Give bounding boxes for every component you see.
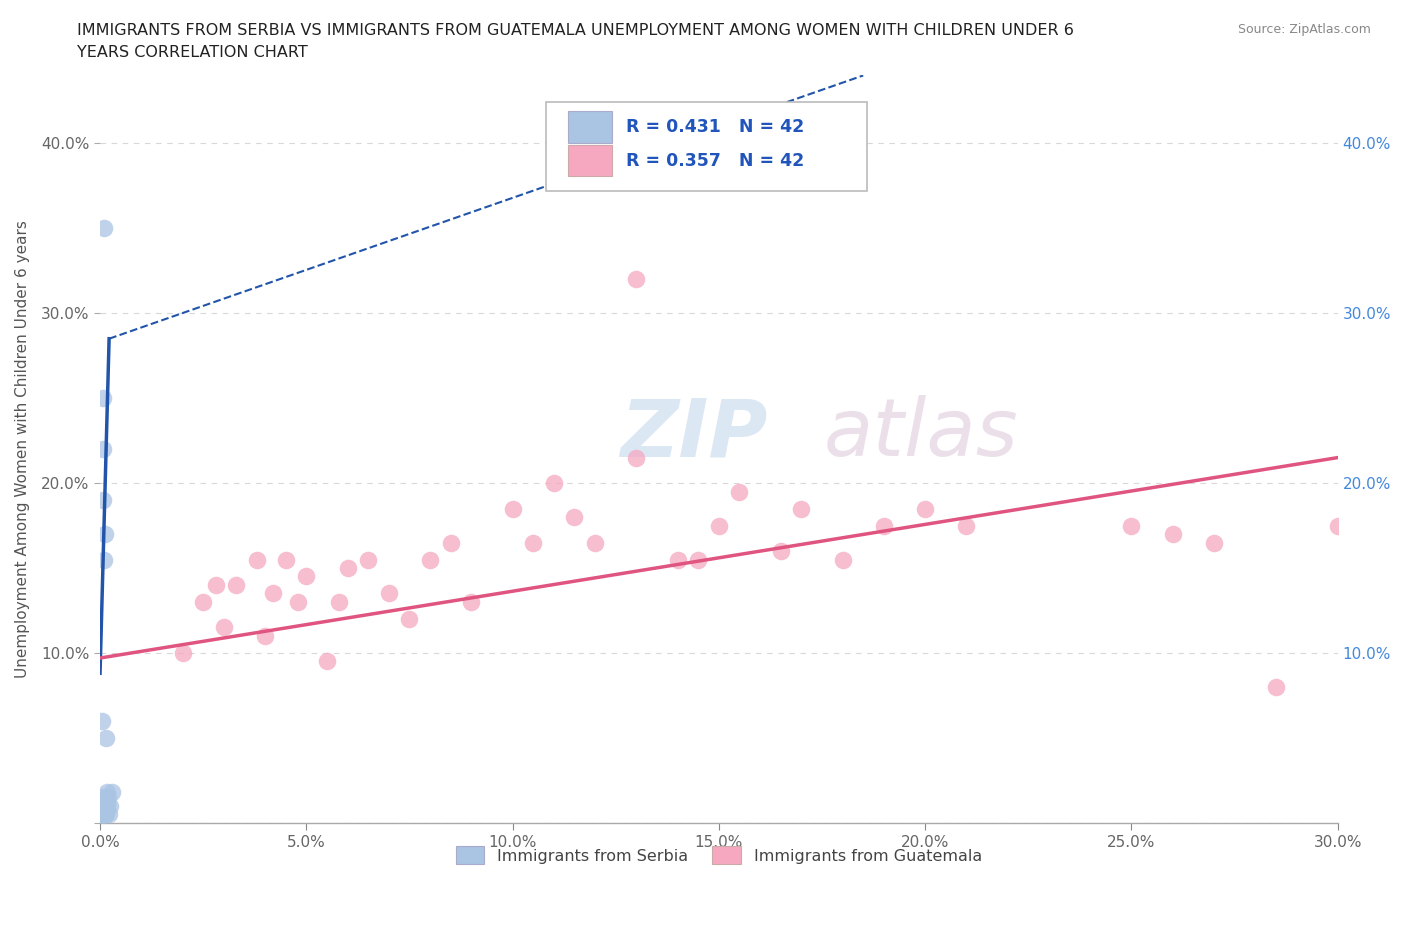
Point	[328, 594, 350, 609]
Point	[91, 493, 114, 508]
Point	[94, 802, 117, 817]
Point	[769, 543, 792, 558]
Point	[96, 807, 118, 822]
Point	[100, 785, 122, 800]
Point	[336, 561, 359, 576]
Point	[94, 807, 117, 822]
Point	[96, 785, 118, 800]
Point	[831, 552, 853, 567]
Point	[398, 612, 420, 627]
Point	[91, 807, 114, 822]
Point	[914, 501, 936, 516]
Point	[94, 526, 117, 541]
Point	[91, 807, 114, 822]
Point	[93, 798, 115, 813]
Point	[790, 501, 813, 516]
Legend: Immigrants from Serbia, Immigrants from Guatemala: Immigrants from Serbia, Immigrants from …	[450, 840, 988, 870]
Point	[91, 795, 114, 810]
Point	[91, 790, 114, 804]
Point	[90, 802, 112, 817]
Point	[564, 510, 586, 525]
Point	[583, 535, 606, 550]
FancyBboxPatch shape	[568, 145, 613, 177]
Point	[419, 552, 441, 567]
Point	[707, 518, 730, 533]
Point	[98, 798, 121, 813]
Point	[91, 807, 114, 822]
Point	[90, 807, 112, 822]
Point	[172, 645, 194, 660]
Point	[90, 807, 112, 822]
Text: YEARS CORRELATION CHART: YEARS CORRELATION CHART	[77, 45, 308, 60]
Point	[1264, 680, 1286, 695]
Point	[316, 654, 339, 669]
Point	[460, 594, 482, 609]
Text: atlas: atlas	[824, 395, 1019, 473]
Point	[93, 807, 115, 822]
Point	[274, 552, 297, 567]
Point	[1161, 526, 1184, 541]
Point	[440, 535, 463, 550]
Point	[94, 798, 117, 813]
Point	[204, 578, 226, 592]
Point	[212, 620, 235, 635]
Point	[295, 569, 318, 584]
Point	[543, 475, 565, 490]
Point	[626, 272, 648, 286]
Point	[98, 807, 121, 822]
Point	[91, 391, 114, 405]
Point	[93, 807, 115, 822]
Point	[93, 802, 115, 817]
Point	[91, 802, 114, 817]
Point	[96, 795, 118, 810]
FancyBboxPatch shape	[546, 101, 868, 192]
FancyBboxPatch shape	[568, 112, 613, 142]
Point	[522, 535, 544, 550]
Point	[93, 795, 115, 810]
Point	[225, 578, 247, 592]
Text: Source: ZipAtlas.com: Source: ZipAtlas.com	[1237, 23, 1371, 36]
Point	[666, 552, 689, 567]
Point	[1326, 518, 1348, 533]
Point	[873, 518, 896, 533]
Y-axis label: Unemployment Among Women with Children Under 6 years: Unemployment Among Women with Children U…	[15, 220, 30, 678]
Point	[90, 807, 112, 822]
Text: ZIP: ZIP	[620, 395, 768, 473]
Point	[955, 518, 977, 533]
Point	[91, 802, 114, 817]
Point	[357, 552, 380, 567]
Point	[254, 629, 277, 644]
Point	[246, 552, 269, 567]
Point	[93, 798, 115, 813]
Point	[688, 552, 710, 567]
Point	[1121, 518, 1143, 533]
Point	[93, 552, 115, 567]
Point	[1202, 535, 1225, 550]
Point	[97, 790, 120, 804]
Point	[96, 798, 118, 813]
Text: R = 0.431   N = 42: R = 0.431 N = 42	[626, 118, 804, 136]
Text: R = 0.357   N = 42: R = 0.357 N = 42	[626, 153, 804, 170]
Point	[378, 586, 401, 601]
Point	[91, 802, 114, 817]
Point	[91, 713, 114, 728]
Point	[287, 594, 309, 609]
Point	[502, 501, 524, 516]
Point	[91, 798, 114, 813]
Point	[191, 594, 214, 609]
Point	[93, 220, 115, 235]
Point	[90, 798, 112, 813]
Point	[91, 442, 114, 457]
Point	[90, 802, 112, 817]
Point	[728, 485, 751, 499]
Point	[91, 807, 114, 822]
Point	[626, 450, 648, 465]
Text: IMMIGRANTS FROM SERBIA VS IMMIGRANTS FROM GUATEMALA UNEMPLOYMENT AMONG WOMEN WIT: IMMIGRANTS FROM SERBIA VS IMMIGRANTS FRO…	[77, 23, 1074, 38]
Point	[94, 802, 117, 817]
Point	[262, 586, 284, 601]
Point	[96, 730, 118, 745]
